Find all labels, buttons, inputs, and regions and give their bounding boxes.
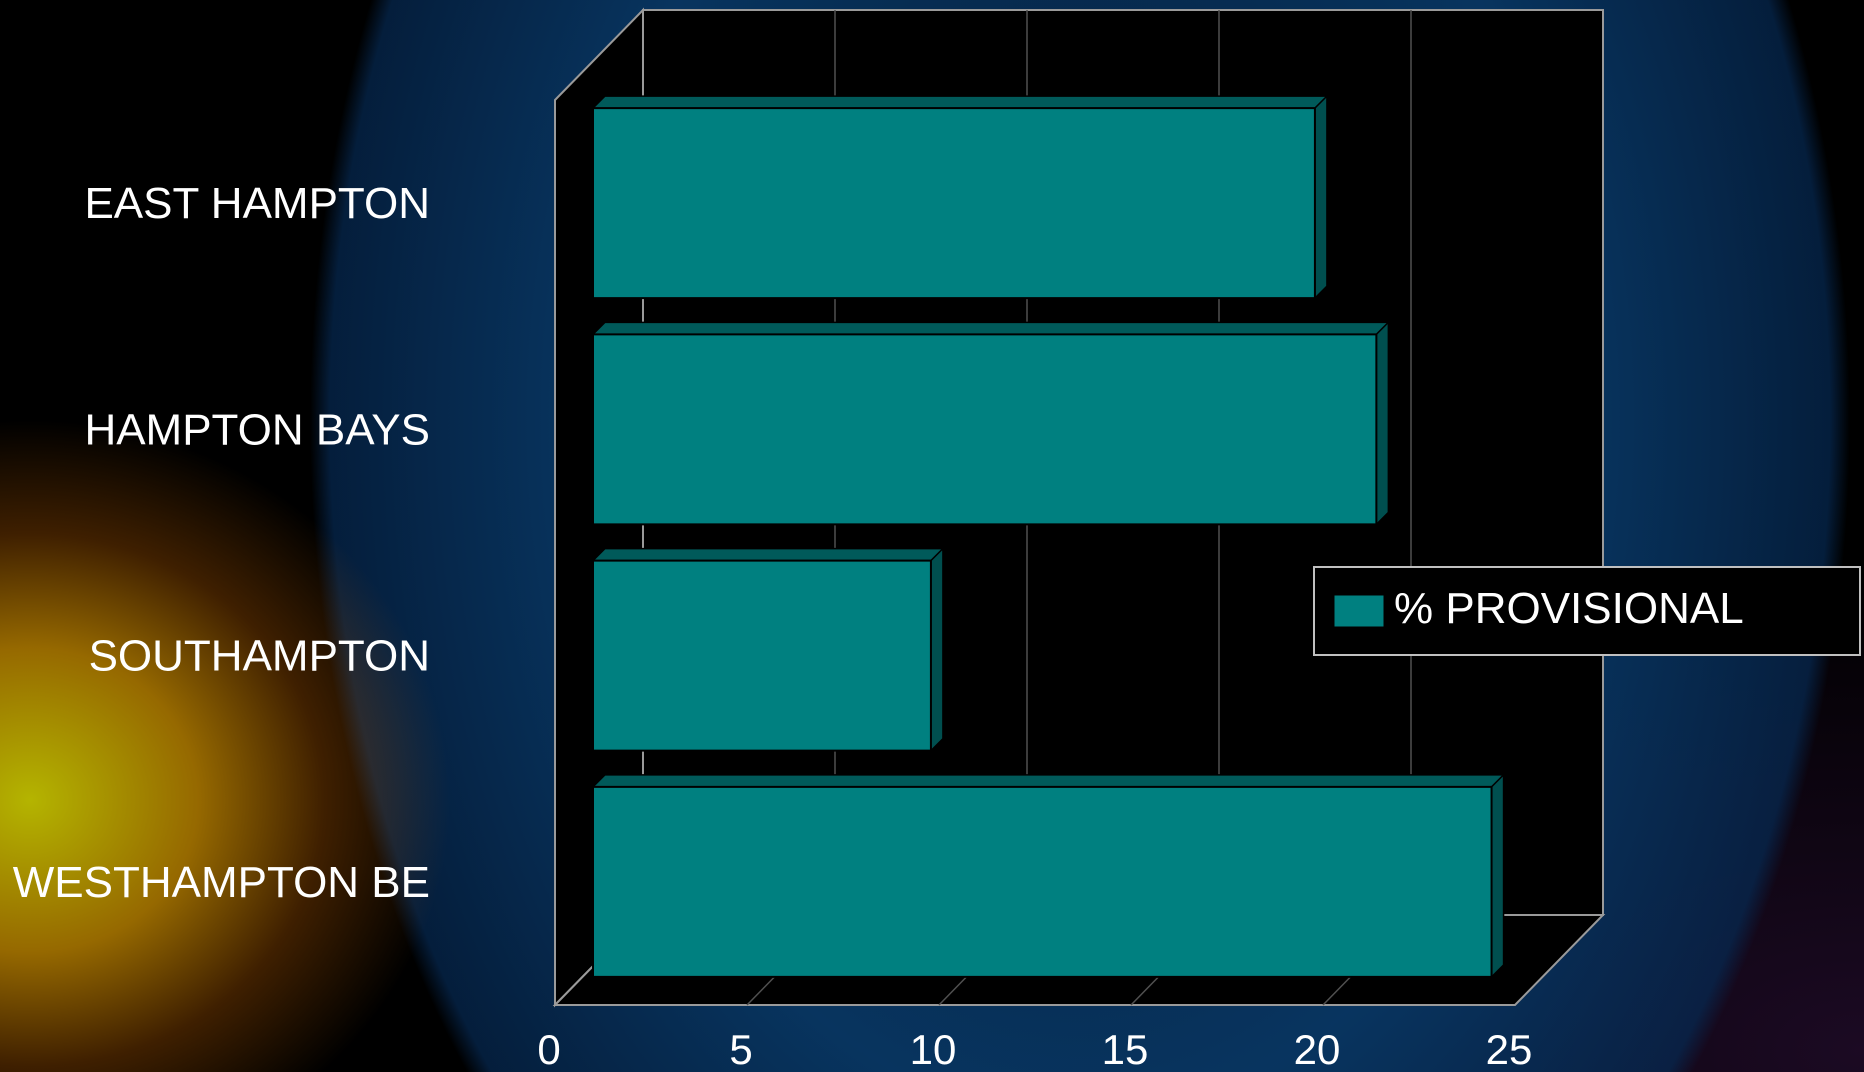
chart-bars	[591, 94, 1506, 979]
bar-end	[1314, 94, 1328, 300]
category-label: SOUTHAMPTON	[89, 632, 430, 681]
bar-front	[592, 333, 1378, 526]
bar-top	[591, 321, 1391, 336]
bar-end	[930, 546, 944, 753]
x-tick-label: 20	[1294, 1026, 1341, 1072]
bar	[591, 773, 1506, 979]
legend-box	[1313, 566, 1861, 656]
x-tick-label: 5	[729, 1026, 752, 1072]
bar	[591, 546, 945, 753]
bar	[591, 94, 1329, 300]
bar-front	[592, 107, 1316, 300]
x-tick-label: 15	[1102, 1026, 1149, 1072]
x-tick-label: 0	[537, 1026, 560, 1072]
bar	[591, 320, 1391, 527]
bar-end	[1375, 320, 1390, 527]
bar-top	[591, 547, 945, 562]
category-labels: EAST HAMPTON HAMPTON BAYS SOUTHAMPTON WESTH…	[13, 179, 430, 907]
bar-end	[1490, 773, 1505, 979]
category-label: EAST HAMPTON	[84, 179, 430, 228]
bar-front	[592, 559, 932, 752]
legend-swatch	[1333, 594, 1385, 628]
bar-top	[591, 95, 1329, 109]
category-label: HAMPTON BAYS	[84, 405, 430, 454]
x-axis-ticks: 0 5 10 15 20 25	[537, 1026, 1532, 1072]
x-tick-label: 10	[910, 1026, 957, 1072]
bar-front	[592, 785, 1493, 978]
legend-label: % PROVISIONAL	[1394, 584, 1744, 633]
x-tick-label: 25	[1486, 1026, 1533, 1072]
bar-top	[591, 774, 1506, 788]
chart-legend: % PROVISIONAL	[1313, 566, 1861, 656]
category-label: WESTHAMPTON BE	[13, 858, 430, 907]
